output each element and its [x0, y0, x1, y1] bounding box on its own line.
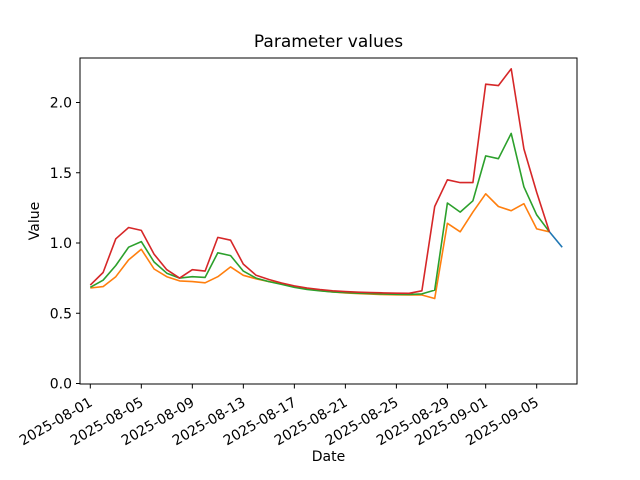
x-axis-label: Date — [312, 449, 345, 465]
y-tick-label: 0.5 — [50, 306, 72, 322]
plot-area — [79, 57, 578, 385]
y-axis-label: Value — [27, 202, 43, 240]
y-tick-label: 0.0 — [50, 377, 72, 393]
series-blue-line — [548, 231, 563, 248]
y-tick-label: 1.0 — [50, 236, 72, 252]
y-tick-label: 2.0 — [50, 96, 72, 112]
y-tick-label: 1.5 — [50, 166, 72, 182]
series-red-line — [89, 68, 551, 295]
series-green-line — [89, 132, 551, 296]
chart-title: Parameter values — [254, 32, 403, 52]
